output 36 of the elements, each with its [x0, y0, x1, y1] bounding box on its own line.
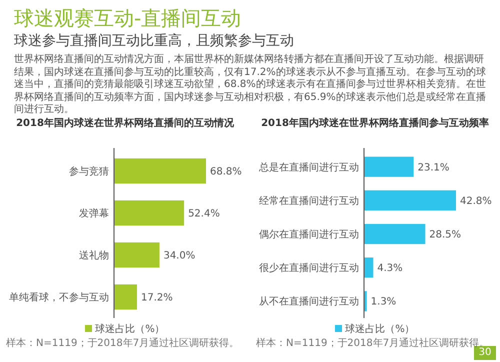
- bar: [364, 258, 374, 278]
- chart-title: 2018年国内球迷在世界杯网络直播间的互动情况: [15, 118, 235, 130]
- y-tick-label: 参与竞猜: [69, 166, 109, 178]
- data-label: 23.1%: [418, 162, 450, 174]
- text: 样本：N=1119；于2018年7月通过社区调研获得。: [6, 338, 240, 350]
- y-tick-label: 发弹幕: [79, 208, 109, 220]
- text: 球迷观赛互动-直播间互动: [14, 6, 242, 30]
- data-label: 52.4%: [188, 208, 220, 220]
- data-label: 34.0%: [163, 250, 196, 262]
- data-label: 4.3%: [377, 263, 403, 274]
- bar: [364, 156, 414, 177]
- y-tick-label: 单纯看球，不参与互动: [9, 292, 109, 304]
- y-tick-label: 从不在直播间进行互动: [259, 296, 359, 308]
- y-tick-label: 送礼物: [79, 250, 109, 262]
- bar: [364, 224, 426, 244]
- bar: [114, 158, 206, 184]
- legend-label: 球迷占比（%）: [94, 324, 166, 336]
- y-tick-label: 很少在直播间进行互动: [259, 262, 359, 274]
- chart-title: 2018年国内球迷在世界杯网络直播间参与互动频率: [260, 118, 490, 130]
- text: 30: [474, 346, 496, 360]
- data-label: 1.3%: [370, 296, 396, 308]
- y-tick-label: 总是在直播间进行互动: [258, 161, 359, 174]
- bar: [114, 242, 160, 268]
- bar: [114, 284, 137, 310]
- legend-label: 球迷占比（%）: [344, 324, 416, 336]
- y-tick-label: 偶尔在直播间进行互动: [259, 228, 359, 240]
- bar: [364, 190, 456, 210]
- data-label: 42.8%: [460, 196, 492, 207]
- data-label: 68.8%: [210, 166, 242, 178]
- bar: [114, 200, 184, 226]
- y-tick-label: 经常在直播间进行互动: [259, 194, 359, 207]
- text: 世界杯网络直播间的互动情况方面，本届世界杯的新媒体网络转播方都在直播间开设了互动功能。根据调研结果，国内球迷在直播间参与互动的比重较高，仅有17.2%的球迷表示从不参与直播互动。在参与互动的球迷当中，直播间的竞猜最能吸引球迷互动欲望，68.8%的球迷表示有在直播间参与过世界杯相关竞猜。在世界杯网络直播间的互动频率方面，国内球迷参与互动相对积极，有65.9%的球迷表示他们总是或经常在直播间进行互动。: [14, 54, 486, 116]
- data-label: 28.5%: [429, 230, 462, 240]
- text: 球迷参与直播间互动比重高，且频繁参与互动: [14, 32, 295, 50]
- bar: [364, 291, 367, 312]
- data-label: 17.2%: [141, 292, 173, 304]
